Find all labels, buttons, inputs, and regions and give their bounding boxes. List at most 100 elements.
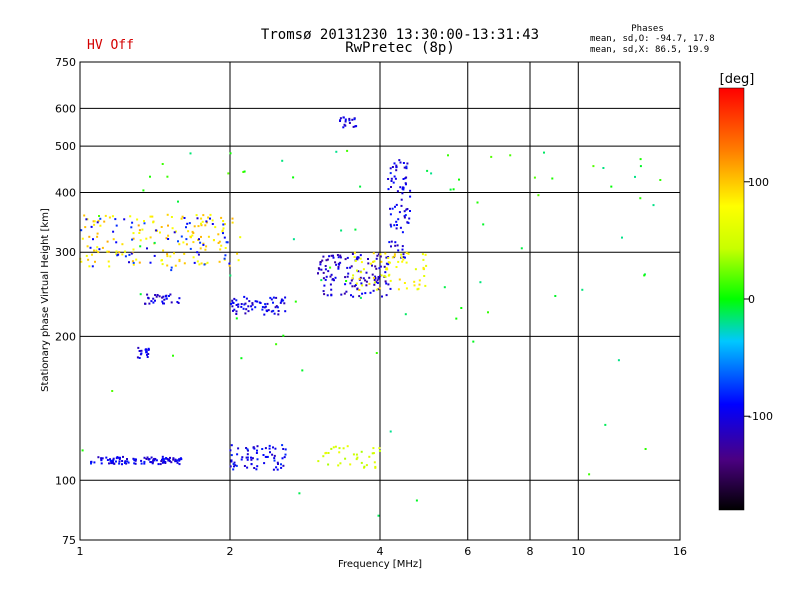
echo-point	[209, 213, 212, 216]
echo-point	[80, 229, 83, 232]
echo-point	[245, 447, 248, 449]
echo-point	[378, 450, 381, 452]
echo-point	[213, 239, 215, 241]
echo-point	[320, 268, 323, 271]
echo-point	[387, 178, 390, 180]
echo-point	[389, 223, 392, 226]
echo-point	[88, 265, 91, 268]
echo-point	[404, 182, 407, 185]
echo-point	[338, 451, 341, 454]
echo-point	[110, 461, 113, 464]
echo-point	[255, 468, 258, 471]
echo-point	[362, 277, 365, 280]
echo-point	[171, 227, 174, 230]
echo-point	[91, 253, 93, 256]
echo-point	[133, 462, 136, 465]
echo-point	[178, 243, 181, 246]
echo-point	[112, 230, 115, 233]
echo-point	[276, 461, 279, 464]
echo-point	[394, 177, 397, 180]
echo-point	[186, 222, 189, 225]
echo-point	[177, 240, 179, 243]
echo-point	[389, 287, 392, 290]
echo-point	[344, 276, 347, 279]
echo-point	[205, 245, 208, 248]
echo-point	[360, 282, 363, 285]
echo-point	[145, 458, 148, 460]
echo-point	[275, 466, 278, 469]
echo-point	[151, 461, 154, 464]
echo-point	[339, 254, 342, 257]
echo-point	[368, 455, 371, 458]
echo-point	[170, 461, 173, 464]
echo-point	[129, 215, 132, 218]
echo-point	[258, 301, 261, 304]
echo-point	[377, 276, 380, 278]
echo-point	[402, 162, 405, 164]
echo-point	[274, 447, 277, 450]
echo-point	[240, 305, 243, 308]
echo-point	[322, 290, 325, 293]
echo-point	[93, 223, 96, 226]
echo-point	[121, 460, 124, 462]
echo-point	[174, 458, 177, 461]
echo-point	[245, 297, 248, 300]
echo-point	[164, 461, 167, 464]
echo-point	[172, 458, 175, 461]
echo-point	[392, 181, 395, 184]
echo-point	[373, 461, 376, 464]
echo-point	[402, 186, 404, 189]
echo-point	[337, 266, 340, 268]
echo-point	[131, 221, 134, 224]
echo-point	[123, 218, 126, 221]
echo-point	[248, 300, 251, 303]
x-tick-label: 16	[673, 545, 687, 558]
echo-point	[418, 283, 421, 286]
echo-point	[230, 459, 233, 462]
echo-point	[430, 172, 433, 175]
echo-point	[94, 260, 96, 263]
echo-point	[408, 217, 411, 220]
echo-point	[136, 356, 139, 359]
echo-point	[229, 274, 232, 277]
echo-point	[426, 169, 429, 172]
echo-point	[377, 514, 380, 517]
echo-point	[140, 459, 143, 462]
echo-point	[273, 459, 276, 462]
echo-point	[106, 240, 109, 243]
echo-point	[275, 305, 278, 308]
echo-point	[344, 283, 347, 286]
echo-point	[413, 284, 416, 287]
echo-point	[167, 459, 170, 462]
echo-point	[364, 292, 367, 295]
echo-point	[228, 264, 231, 267]
echo-point	[284, 448, 287, 451]
echo-point	[397, 260, 400, 263]
echo-point	[361, 292, 364, 295]
echo-point	[161, 300, 164, 303]
echo-point	[377, 253, 380, 256]
echo-point	[405, 208, 408, 211]
echo-point	[157, 463, 160, 466]
echo-point	[350, 279, 353, 282]
echo-point	[317, 267, 320, 270]
echo-point	[246, 456, 249, 459]
echo-point	[277, 310, 280, 312]
echo-point	[173, 231, 176, 234]
echo-point	[147, 353, 150, 355]
echo-point	[634, 175, 636, 178]
echo-point	[132, 237, 135, 240]
echo-point	[332, 278, 334, 281]
echo-point	[403, 215, 406, 218]
echo-point	[165, 457, 168, 460]
y-tick-label: 300	[55, 246, 76, 259]
echo-point	[97, 251, 100, 254]
echo-point	[476, 201, 479, 204]
echo-point	[339, 256, 342, 259]
echo-point	[418, 279, 421, 282]
echo-point	[153, 241, 156, 244]
echo-point	[365, 284, 368, 287]
echo-point	[377, 277, 380, 280]
echo-point	[407, 252, 410, 255]
